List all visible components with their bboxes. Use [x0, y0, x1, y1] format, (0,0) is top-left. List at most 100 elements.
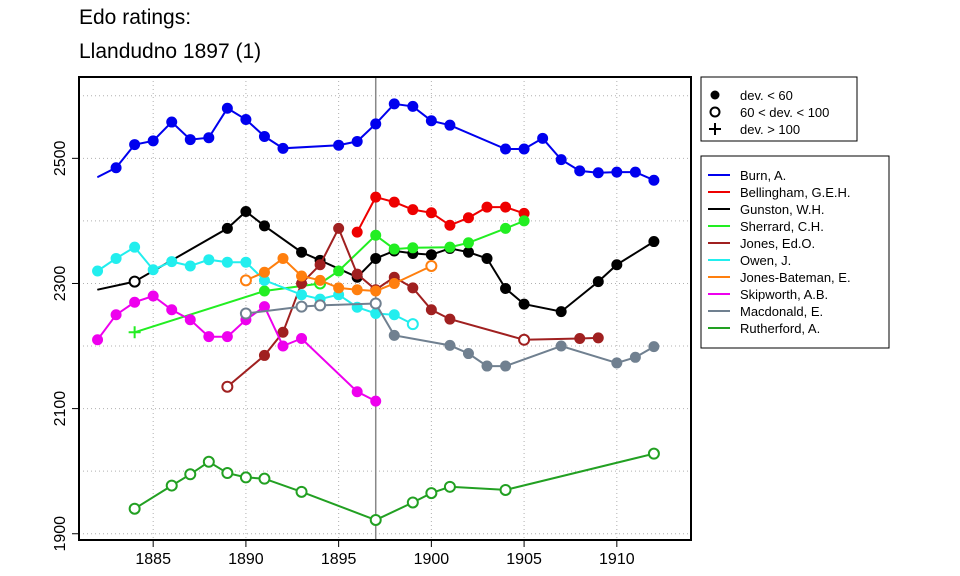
- data-point: [258, 349, 270, 361]
- data-point: [592, 167, 604, 179]
- data-point: [369, 297, 382, 310]
- data-point: [444, 313, 456, 325]
- marker-legend: dev. < 60 60 < dev. < 100 dev. > 100: [700, 76, 858, 142]
- data-point: [296, 289, 308, 301]
- data-point: [370, 191, 382, 203]
- data-point: [203, 254, 215, 266]
- data-point: [258, 472, 271, 485]
- data-point: [500, 201, 512, 213]
- data-point: [370, 285, 382, 297]
- data-point: [462, 212, 474, 224]
- data-point: [555, 340, 567, 352]
- data-point: [592, 276, 604, 288]
- data-point: [314, 299, 327, 312]
- data-point: [110, 162, 122, 174]
- data-point: [443, 480, 456, 493]
- y-tick-label: 1900: [52, 516, 69, 552]
- data-point: [221, 331, 233, 343]
- data-point: [648, 236, 660, 248]
- data-point: [277, 340, 289, 352]
- data-point: [518, 298, 530, 310]
- data-point: [500, 360, 512, 372]
- series-legend-label: Skipworth, A.B.: [740, 287, 828, 302]
- data-point: [258, 130, 270, 142]
- data-point: [500, 143, 512, 155]
- series-jones-bateman-e: [239, 252, 438, 297]
- data-point: [555, 306, 567, 318]
- data-point: [239, 471, 252, 484]
- series-legend-label: Macdonald, E.: [740, 304, 823, 319]
- data-point: [388, 277, 400, 289]
- data-point: [407, 204, 419, 216]
- data-point: [296, 270, 308, 282]
- data-point: [333, 282, 345, 294]
- data-point: [462, 348, 474, 360]
- data-point: [499, 483, 512, 496]
- data-point: [555, 154, 567, 166]
- data-point: [351, 268, 363, 280]
- filled-circle-icon: [710, 90, 720, 100]
- data-point: [221, 467, 234, 480]
- data-point: [370, 229, 382, 241]
- data-point: [221, 256, 233, 268]
- data-point: [147, 264, 159, 276]
- data-point: [425, 487, 438, 500]
- data-point: [611, 259, 623, 271]
- data-point: [444, 119, 456, 131]
- data-point: [425, 259, 438, 272]
- data-point: [92, 265, 104, 277]
- chart-title-line-1: Edo ratings:: [79, 6, 192, 29]
- marker-legend-label: dev. > 100: [740, 122, 800, 137]
- data-point: [333, 222, 345, 234]
- data-point: [406, 496, 419, 509]
- data-point: [444, 219, 456, 231]
- data-point: [277, 252, 289, 264]
- data-point: [295, 485, 308, 498]
- data-point: [97, 289, 99, 291]
- data-point: [592, 332, 604, 344]
- y-tick-label: 2500: [52, 140, 69, 176]
- data-point: [129, 296, 141, 308]
- data-point: [406, 318, 419, 331]
- series-skipworth-a-b: [92, 290, 382, 407]
- data-point: [444, 241, 456, 253]
- data-point: [166, 256, 178, 268]
- data-point: [647, 447, 660, 460]
- data-point: [128, 326, 141, 339]
- data-point: [537, 132, 549, 144]
- series-legend-label: Burn, A.: [740, 168, 786, 183]
- axes: 1885 1890 1895 1900 1905 1910 1900 2100 2300 2500: [52, 140, 635, 568]
- data-point: [388, 98, 400, 110]
- data-point: [221, 102, 233, 114]
- series-legend-label: Jones-Bateman, E.: [740, 270, 851, 285]
- data-point: [147, 135, 159, 147]
- data-point: [202, 455, 215, 468]
- series-legend-label: Jones, Ed.O.: [740, 236, 815, 251]
- data-point: [648, 174, 660, 186]
- data-point: [239, 307, 252, 320]
- plus-icon: [709, 123, 721, 135]
- data-point: [258, 266, 270, 278]
- data-point: [184, 260, 196, 272]
- data-point: [369, 513, 382, 526]
- data-point: [351, 135, 363, 147]
- data-point: [240, 256, 252, 268]
- series-macdonald-e: [239, 297, 660, 372]
- series-owen-j: [92, 241, 419, 331]
- data-point: [574, 165, 586, 177]
- series-legend-label: Rutherford, A.: [740, 321, 820, 336]
- data-point: [240, 206, 252, 218]
- legends: dev. < 60 60 < dev. < 100 dev. > 100 Burn, …: [700, 76, 890, 349]
- y-tick-label: 2100: [52, 391, 69, 427]
- data-point: [203, 331, 215, 343]
- data-point: [500, 222, 512, 234]
- series-bellingham-g-e-h: [351, 191, 530, 238]
- data-point: [481, 360, 493, 372]
- data-point: [407, 282, 419, 294]
- data-point: [166, 304, 178, 316]
- data-point: [481, 252, 493, 264]
- x-tick-label: 1895: [321, 551, 357, 568]
- y-tick-label: 2300: [52, 266, 69, 302]
- x-tick-label: 1900: [414, 551, 450, 568]
- data-point: [481, 201, 493, 213]
